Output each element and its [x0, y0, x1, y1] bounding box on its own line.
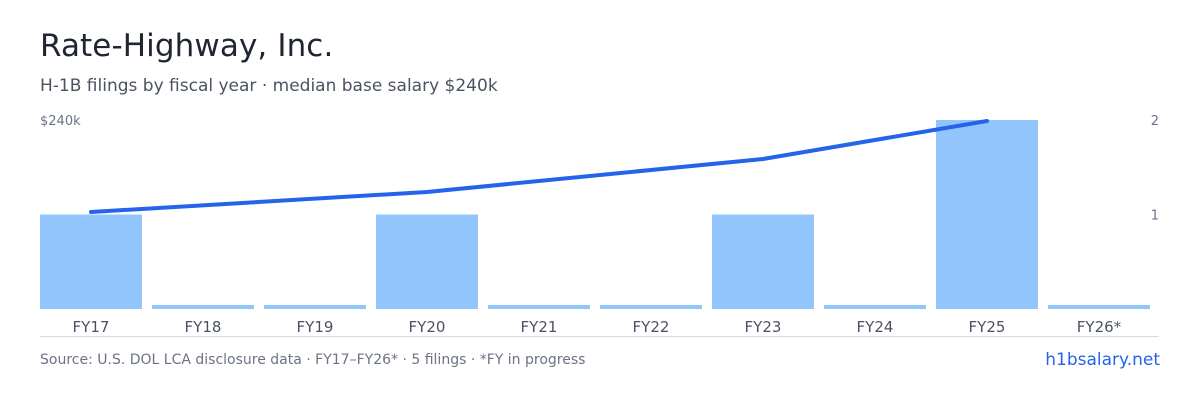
x-tick-label: FY21 [521, 318, 558, 332]
site-link[interactable]: h1bsalary.net [1045, 350, 1160, 370]
x-tick-label: FY25 [969, 318, 1006, 332]
bar [40, 214, 142, 309]
x-tick-label: FY26* [1077, 318, 1122, 332]
chart-subtitle: H-1B filings by fiscal year · median bas… [40, 76, 498, 96]
x-tick-label: FY18 [185, 318, 222, 332]
x-tick-label: FY22 [633, 318, 670, 332]
right-axis-tick-label: 1 [1151, 209, 1159, 224]
footer-divider [40, 336, 1159, 337]
bar [264, 305, 366, 309]
x-tick-label: FY23 [745, 318, 782, 332]
x-tick-label: FY20 [409, 318, 446, 332]
x-tick-label: FY19 [297, 318, 334, 332]
salary-trend-line [89, 119, 989, 214]
bar [376, 214, 478, 309]
right-axis-tick-label: 2 [1151, 114, 1159, 129]
chart-title: Rate-Highway, Inc. [40, 28, 334, 64]
x-tick-label: FY17 [73, 318, 110, 332]
bar [712, 214, 814, 309]
x-axis-labels: FY17 FY18 FY19 FY20 FY21 FY22 FY23 FY24 FY25 FY26… [73, 318, 1122, 332]
chart: $240k 12 FY17 FY18 FY19 FY20 FY21 FY22 FY23 FY2… [40, 114, 1159, 332]
bar [152, 305, 254, 309]
source-note: Source: U.S. DOL LCA disclosure data · F… [40, 352, 586, 368]
bar [936, 120, 1038, 309]
x-tick-label: FY24 [857, 318, 894, 332]
bar [1048, 305, 1150, 309]
right-axis-ticks: 12 [1151, 114, 1159, 224]
left-axis-tick-label: $240k [40, 114, 81, 129]
bar [488, 305, 590, 309]
bar-group [40, 120, 1150, 309]
bar [600, 305, 702, 309]
bar [824, 305, 926, 309]
